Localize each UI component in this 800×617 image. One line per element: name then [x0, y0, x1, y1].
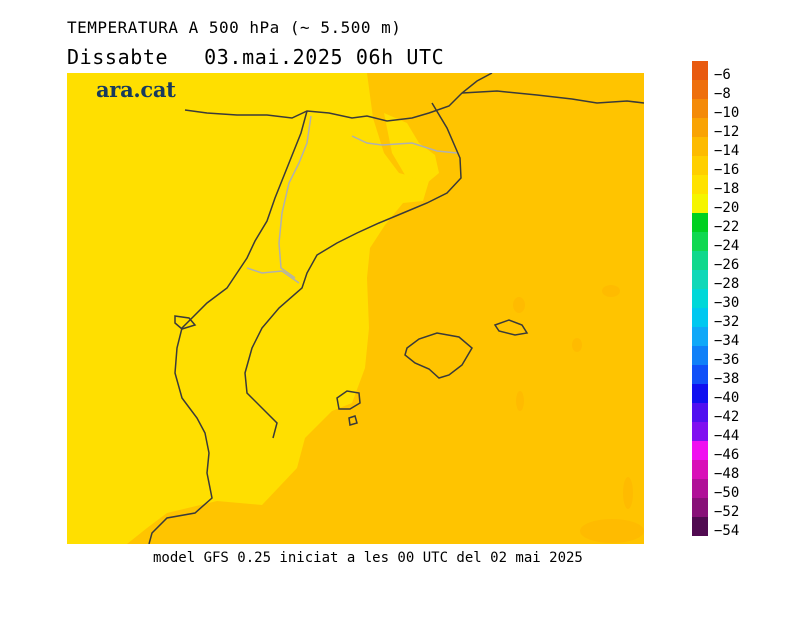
colorbar-label: −24 — [714, 238, 739, 254]
colorbar-label: −54 — [714, 523, 739, 539]
colorbar-swatch — [692, 194, 708, 213]
colorbar: −6 −8 −10 −12 −14 −16 −18 −20 −22 −24 −26 −28 −30 −32… — [692, 61, 792, 561]
colorbar-swatch — [692, 251, 708, 270]
colorbar-label: −8 — [714, 86, 731, 102]
colorbar-swatch — [692, 61, 708, 80]
colorbar-swatch — [692, 365, 708, 384]
colorbar-label: −44 — [714, 428, 739, 444]
colorbar-swatch — [692, 422, 708, 441]
map-svg — [67, 73, 644, 544]
colorbar-swatch — [692, 517, 708, 536]
colorbar-swatch — [692, 270, 708, 289]
coastlines-borders — [148, 73, 644, 544]
colorbar-swatch — [692, 289, 708, 308]
colorbar-label: −40 — [714, 390, 739, 406]
datetime-label: 03.mai.2025 06h UTC — [204, 45, 445, 69]
colorbar-label: −10 — [714, 105, 739, 121]
colorbar-label: −28 — [714, 276, 739, 292]
colorbar-label: −14 — [714, 143, 739, 159]
valid-time: Dissabte 03.mai.2025 06h UTC — [67, 45, 444, 69]
colorbar-svg: −6 −8 −10 −12 −14 −16 −18 −20 −22 −24 −26 −28 −30 −32… — [692, 61, 739, 539]
model-info: model GFS 0.25 iniciat a les 00 UTC del … — [153, 550, 583, 566]
colorbar-label: −26 — [714, 257, 739, 273]
colorbar-swatch — [692, 156, 708, 175]
colorbar-label: −16 — [714, 162, 739, 178]
day-label: Dissabte — [67, 45, 169, 69]
colorbar-swatch — [692, 460, 708, 479]
colorbar-label: −32 — [714, 314, 739, 330]
colorbar-label: −50 — [714, 485, 739, 501]
colorbar-swatch — [692, 479, 708, 498]
colorbar-swatch — [692, 232, 708, 251]
colorbar-label: −18 — [714, 181, 739, 197]
colorbar-label: −52 — [714, 504, 739, 520]
colorbar-swatch — [692, 213, 708, 232]
colorbar-swatch — [692, 403, 708, 422]
colorbar-label: −46 — [714, 447, 739, 463]
colorbar-swatch — [692, 99, 708, 118]
colorbar-swatch — [692, 441, 708, 460]
colorbar-label: −12 — [714, 124, 739, 140]
warmer-area-east — [127, 73, 644, 544]
temperature-map — [67, 73, 644, 544]
colorbar-label: −36 — [714, 352, 739, 368]
colorbar-label: −22 — [714, 219, 739, 235]
colorbar-swatch — [692, 175, 708, 194]
chart-title: TEMPERATURA A 500 hPa (~ 5.500 m) — [67, 18, 402, 37]
colorbar-label: −20 — [714, 200, 739, 216]
colorbar-label: −38 — [714, 371, 739, 387]
colorbar-swatch — [692, 118, 708, 137]
colorbar-swatch — [692, 346, 708, 365]
colorbar-swatch — [692, 327, 708, 346]
ara-cat-logo: ara.cat — [96, 77, 176, 102]
colorbar-swatch — [692, 80, 708, 99]
colorbar-label: −34 — [714, 333, 739, 349]
colorbar-swatch — [692, 384, 708, 403]
colorbar-label: −6 — [714, 67, 731, 83]
warmer-patches — [513, 285, 644, 543]
cooler-tongue — [384, 113, 439, 183]
colorbar-label: −42 — [714, 409, 739, 425]
colorbar-swatch — [692, 308, 708, 327]
internal-borders — [246, 115, 458, 284]
colorbar-label: −30 — [714, 295, 739, 311]
colorbar-swatch — [692, 498, 708, 517]
colorbar-label: −48 — [714, 466, 739, 482]
colorbar-swatch — [692, 137, 708, 156]
